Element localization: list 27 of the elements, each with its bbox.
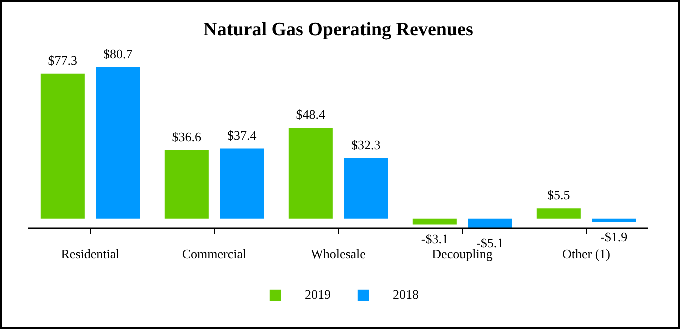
bar	[412, 218, 457, 225]
bar	[40, 74, 85, 219]
x-tick-label: Other (1)	[562, 246, 611, 262]
bar	[220, 148, 264, 219]
x-tick-label: Commercial	[182, 246, 248, 262]
bar	[536, 208, 581, 219]
data-label: -$3.1	[421, 232, 448, 247]
bar	[592, 218, 636, 222]
data-label: $80.7	[103, 46, 134, 62]
bar	[96, 68, 140, 219]
chart-title: Natural Gas Operating Revenues	[204, 20, 474, 40]
data-label: $77.3	[48, 52, 78, 68]
legend-label: 2018	[393, 287, 419, 303]
bar	[468, 218, 512, 228]
x-tick-label: Wholesale	[311, 246, 366, 262]
bar	[164, 150, 209, 219]
data-label: $37.4	[227, 128, 258, 143]
data-label: $36.6	[172, 129, 202, 144]
data-label: -$1.9	[600, 229, 628, 244]
data-label: $32.3	[351, 137, 381, 152]
data-label: $48.4	[296, 107, 326, 122]
data-label: $5.5	[548, 188, 570, 203]
x-tick-label: Residential	[61, 246, 120, 262]
legend-label: 2019	[305, 287, 331, 303]
data-label: -$5.1	[476, 236, 504, 250]
bar	[344, 158, 388, 219]
bar	[288, 128, 333, 219]
